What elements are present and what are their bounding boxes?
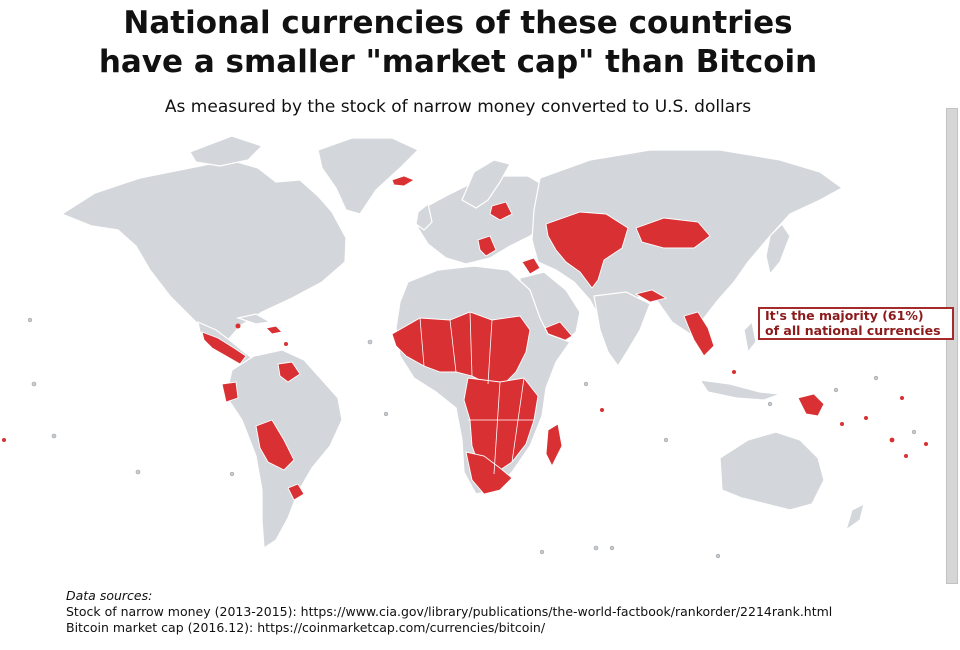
majority-callout: It's the majority (61%) of all national … [758,307,954,340]
highlight-papua-new-guinea [797,393,825,417]
highlight-iceland [391,175,416,187]
highlight-mongolia [635,217,711,249]
island-dot [840,422,844,426]
world-map-svg [2,135,928,559]
highlight-ecuador [221,381,239,403]
landmass-australia [719,431,825,511]
island-dot [715,553,721,559]
map-title: National currencies of these countries h… [0,4,916,82]
highlight-madagascar [545,423,563,468]
landmass-japan [765,223,791,276]
island-dot [732,370,736,374]
highlight-nepal [634,289,668,303]
landmass-arctic-islands [189,135,264,167]
island-dot [229,471,235,477]
landmass-new-zealand [844,502,865,532]
island-dot [383,411,389,417]
highlight-uruguay [287,483,305,501]
title-line-1: National currencies of these countries [123,5,793,41]
island-dot [367,339,373,345]
title-line-2: have a smaller "market cap" than Bitcoin [98,44,818,80]
island-dot [663,437,669,443]
island-dot [2,438,6,442]
data-sources: Data sources: Stock of narrow money (201… [66,588,832,636]
landmass-scandinavia [461,159,511,209]
island-dot [864,416,868,420]
landmass-uk [415,202,433,231]
callout-line-1: It's the majority (61%) [765,308,924,323]
island-dot [583,381,589,387]
highlight-central-asia [545,211,629,289]
island-dot [911,429,917,435]
landmass-india [593,291,651,368]
highlight-jamaica [235,323,241,329]
island-dot [600,408,604,412]
landmass-philippines [743,320,757,354]
landmass-cuba [235,313,272,325]
landmass-greenland [317,137,420,215]
island-dot [889,437,895,443]
map-subtitle: As measured by the stock of narrow money… [164,97,752,117]
world-map [0,120,960,580]
island-dot [924,442,928,446]
highlight-indochina [683,311,715,357]
highlight-bolivia-paraguay [255,419,295,471]
callout-line-2: of all national currencies [765,322,941,338]
highlight-central-america [201,331,247,365]
island-dot [593,545,599,551]
island-dot [767,401,773,407]
highlight-antilles [284,342,288,346]
scrollbar[interactable] [946,108,958,584]
highlight-guyanas [277,361,301,383]
highlight-caribbean [265,325,283,335]
landmass-north-america [60,159,347,341]
highlight-west-africa [391,311,531,385]
landmass-indonesia [698,379,781,401]
highlight-caucasus [521,257,541,275]
island-dot [833,387,839,393]
island-dot [27,317,33,323]
island-dot [873,375,879,381]
island-dot [31,381,37,387]
africa-borders [419,311,534,475]
highlight-belarus [489,201,513,221]
island-dot [609,545,615,551]
highlight-balkans [477,235,497,257]
island-dot [539,549,545,555]
island-dot [900,396,904,400]
highlight-southern-africa [465,451,513,495]
island-dot [904,454,908,458]
sources-line-1: Stock of narrow money (2013-2015): https… [66,604,833,619]
island-dot [135,469,141,475]
sources-line-2: Bitcoin market cap (2016.12): https://co… [66,620,546,635]
sources-heading: Data sources: [66,588,153,603]
island-dot [51,433,57,439]
